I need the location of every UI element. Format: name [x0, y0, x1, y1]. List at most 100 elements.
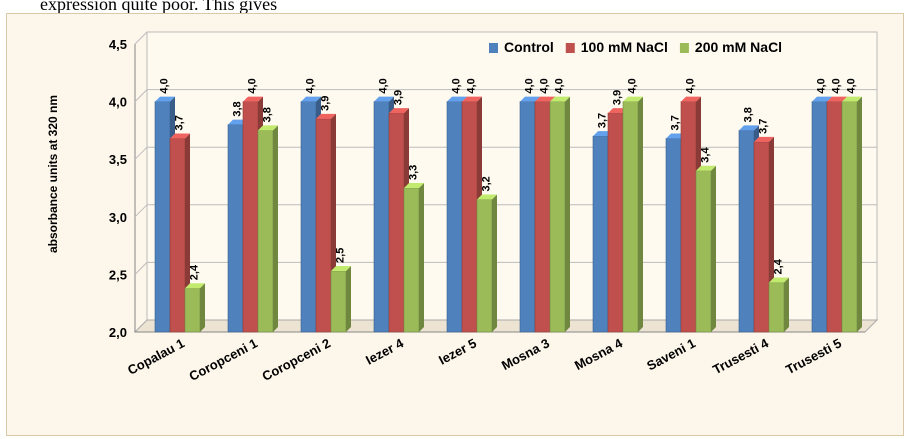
- bar-side: [419, 183, 424, 332]
- bar-top: [842, 96, 862, 102]
- data-label: 3,7: [758, 119, 770, 134]
- bar-side: [273, 125, 278, 333]
- legend-label: Control: [504, 39, 554, 55]
- data-label: 3,4: [700, 147, 712, 163]
- bar-top: [477, 194, 497, 200]
- data-label: 4,0: [305, 78, 317, 93]
- x-category-label: Trusesti 4: [710, 335, 771, 377]
- bar-top: [535, 96, 555, 102]
- data-label: 3,9: [612, 90, 624, 105]
- x-category-label: Copalau 1: [125, 335, 187, 377]
- data-label: 4,0: [466, 78, 478, 93]
- data-label: 4,0: [378, 78, 390, 93]
- data-label: 3,8: [743, 107, 755, 122]
- bar-top: [316, 113, 336, 119]
- gridline-diagonal: [134, 262, 148, 275]
- data-label: 4,0: [627, 78, 639, 93]
- bar-top: [681, 96, 701, 102]
- legend-label: 100 mM NaCl: [581, 39, 668, 55]
- bar-side: [492, 194, 497, 332]
- y-tick-label: 3,0: [109, 210, 127, 225]
- data-label: 3,7: [670, 115, 682, 130]
- data-label: 2,4: [773, 258, 785, 274]
- chart-area: absorbance units at 320 nm 2,0 2,5 3,0 3,5 4…: [6, 13, 904, 436]
- bar: [403, 187, 420, 333]
- data-label: 3,9: [320, 96, 332, 111]
- bar-top: [520, 96, 540, 102]
- data-label: 3,8: [262, 107, 274, 122]
- data-label: 3,8: [232, 101, 244, 116]
- bar-top: [623, 96, 643, 102]
- bar: [388, 112, 405, 333]
- bar-side: [638, 96, 643, 332]
- data-label: 4,0: [685, 78, 697, 93]
- bar: [373, 101, 390, 333]
- bar-top: [155, 96, 175, 102]
- data-label: 4,0: [159, 78, 171, 93]
- x-category-label: Iezer 5: [436, 335, 479, 367]
- y-tick-label: 2,5: [109, 267, 127, 282]
- data-label: 2,5: [335, 248, 347, 263]
- bar: [680, 101, 697, 333]
- bar-top: [243, 96, 263, 102]
- bar-side: [857, 96, 862, 332]
- bar: [534, 101, 551, 333]
- bar-top: [185, 283, 205, 289]
- gridline-diagonal: [134, 204, 148, 218]
- data-label: 4,0: [831, 78, 843, 93]
- bar-top: [696, 165, 716, 171]
- bar: [300, 101, 317, 333]
- bar: [738, 130, 755, 333]
- bar: [446, 101, 463, 333]
- bar-top: [404, 183, 424, 188]
- bar: [154, 101, 171, 333]
- bar-top: [331, 265, 351, 271]
- bar: [169, 138, 186, 333]
- bar-top: [462, 96, 482, 102]
- bar: [461, 101, 478, 333]
- bar: [811, 101, 828, 333]
- x-category-label: Coropceni 1: [187, 335, 260, 384]
- bar-top: [301, 96, 321, 102]
- data-label: 4,0: [451, 78, 463, 93]
- y-tick-label: 2,0: [109, 325, 127, 340]
- bar-side: [565, 96, 570, 332]
- data-label: 3,9: [393, 90, 405, 105]
- bar-top: [170, 133, 190, 139]
- bar-chart: absorbance units at 320 nm 2,0 2,5 3,0 3,5 4…: [46, 31, 879, 384]
- bar: [826, 101, 843, 333]
- data-label: 2,4: [189, 264, 201, 280]
- bar: [184, 287, 201, 333]
- data-label: 4,0: [247, 78, 259, 93]
- bar: [257, 130, 274, 333]
- bar-top: [812, 96, 832, 102]
- bar-top: [739, 125, 759, 131]
- legend-swatch: [489, 43, 498, 53]
- bar: [592, 135, 609, 333]
- data-label: 4,0: [816, 78, 828, 93]
- bar: [841, 101, 858, 333]
- bar: [549, 101, 566, 333]
- data-label: 3,7: [597, 113, 609, 128]
- gridline-diagonal: [134, 146, 148, 160]
- bar: [753, 141, 770, 333]
- bar: [622, 101, 639, 333]
- bar-side: [711, 165, 716, 332]
- legend-swatch: [679, 43, 689, 53]
- bar-top: [754, 136, 774, 142]
- y-tick-label: 4,0: [109, 95, 127, 110]
- bar: [665, 138, 682, 333]
- gridline-diagonal: [134, 31, 148, 45]
- bar-top: [447, 96, 467, 102]
- bar-top: [827, 96, 847, 102]
- bar: [695, 170, 712, 333]
- x-category-label: Iezer 4: [363, 335, 406, 368]
- x-category-label: Trusesti 5: [783, 335, 844, 377]
- bar-side: [185, 133, 190, 332]
- caption-fragment: expression quite poor. This gives: [40, 0, 460, 14]
- data-label: 4,0: [539, 78, 551, 93]
- bar: [315, 118, 332, 333]
- bar-side: [346, 265, 351, 332]
- bar: [242, 101, 259, 333]
- bar: [519, 101, 536, 333]
